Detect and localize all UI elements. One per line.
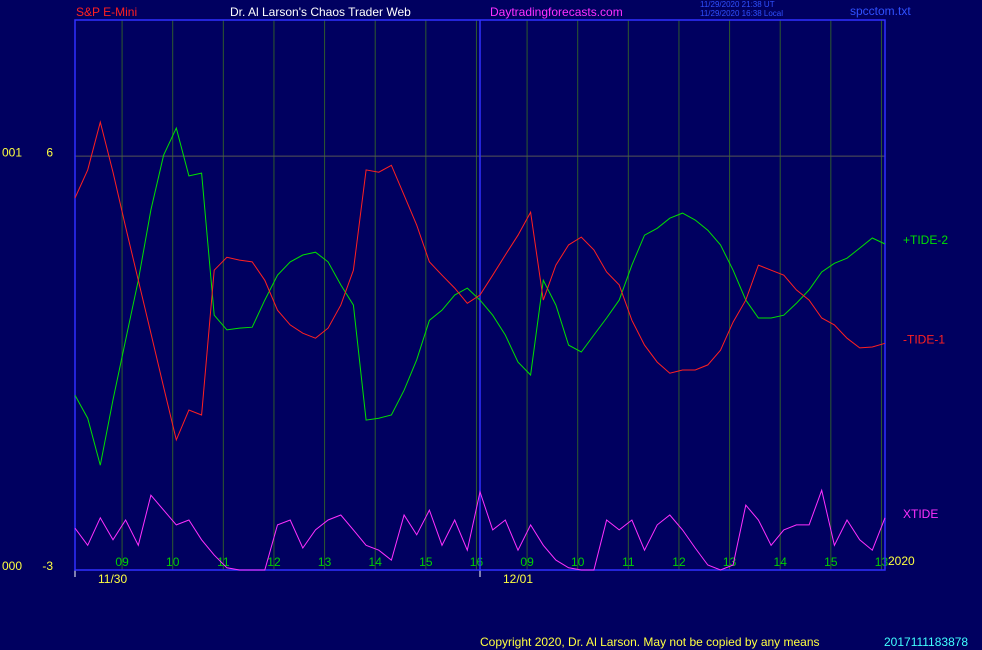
x-tick-label: 14 — [369, 555, 383, 569]
x-tick-label: 10 — [166, 555, 180, 569]
y-tick-label: 6 — [46, 145, 53, 159]
legend-label: -TIDE-1 — [903, 332, 945, 346]
legend-label: +TIDE-2 — [903, 233, 948, 247]
plot-frame — [74, 19, 886, 571]
x-tick-label: 12 — [672, 555, 686, 569]
timestamp: 11/29/2020 21:38 UT — [700, 0, 775, 9]
timestamp: 11/29/2020 16:38 Local — [700, 9, 783, 18]
series-line — [74, 488, 886, 571]
copyright: Copyright 2020, Dr. Al Larson. May not b… — [480, 635, 820, 649]
series-line — [74, 120, 886, 442]
x-tick-label: 14 — [774, 555, 788, 569]
website: Daytradingforecasts.com — [490, 5, 623, 19]
y-code-label: 000 — [2, 559, 22, 573]
legend-label: XTIDE — [903, 507, 938, 521]
x-tick-label: 16 — [470, 555, 484, 569]
x-tick-label: 15 — [824, 555, 838, 569]
x-tick-label: 12 — [267, 555, 281, 569]
chart-title: Dr. Al Larson's Chaos Trader Web — [230, 5, 411, 19]
x-tick-label: 13 — [875, 555, 889, 569]
x-tick-label: 15 — [419, 555, 433, 569]
x-tick-label: 13 — [723, 555, 737, 569]
x-tick-label: 09 — [520, 555, 534, 569]
year: 2020 — [888, 554, 915, 568]
file-name: spcctom.txt — [850, 4, 911, 18]
day-label: 11/30 — [98, 572, 127, 586]
x-tick-label: 13 — [318, 555, 332, 569]
x-tick-label: 11 — [217, 555, 230, 569]
instrument: S&P E-Mini — [76, 5, 137, 19]
y-code-label: 001 — [2, 145, 22, 159]
day-label: 12/01 — [503, 572, 533, 586]
series-line — [74, 126, 886, 466]
x-tick-label: 09 — [115, 555, 129, 569]
x-tick-label: 10 — [571, 555, 585, 569]
y-tick-label: -3 — [42, 559, 53, 573]
footer-code: 2017111183878 — [884, 635, 968, 649]
x-tick-label: 11 — [622, 555, 635, 569]
